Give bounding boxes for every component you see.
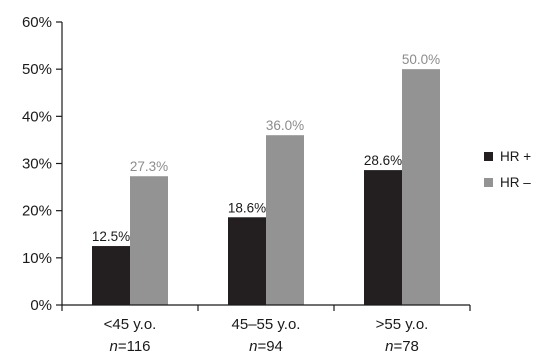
y-tick-label: 0% [30,297,52,314]
bar-hr-neg-0 [130,176,168,305]
data-label: 27.3% [130,159,168,174]
y-tick-label: 40% [22,108,52,125]
x-category-n-label: n=116 [109,338,150,355]
x-category-n-label: n=78 [385,338,419,355]
y-tick-label: 60% [22,14,52,31]
bar-hr-neg-2 [402,69,440,306]
x-axis: <45 y.o. n=116 45–55 y.o. n=94 >55 y.o. n=78 [61,304,471,355]
y-tick-label: 50% [22,61,52,78]
legend-label: HR + [500,149,531,164]
y-tick-label: 30% [22,156,52,173]
data-label: 36.0% [266,118,304,133]
data-label: 50.0% [402,52,440,67]
y-tick-label: 20% [22,203,52,220]
x-category-label: 45–55 y.o. [232,316,301,333]
x-category-n-label: n=94 [249,338,283,355]
data-label: 18.6% [228,200,266,215]
bar-hr-pos-1 [228,217,266,305]
bar-hr-pos-2 [364,170,402,305]
bars: 12.5% 27.3% 18.6% 36.0% 28.6% 50.0% [92,52,440,306]
bar-hr-neg-1 [266,135,304,305]
bar-hr-pos-0 [92,246,130,305]
legend: HR + HR – [484,149,531,190]
x-category-label: <45 y.o. [104,316,157,333]
legend-swatch [484,178,493,187]
data-label: 12.5% [92,229,130,244]
legend-swatch [484,152,493,161]
x-category-label: >55 y.o. [376,316,429,333]
y-tick-label: 10% [22,250,52,267]
legend-label: HR – [500,175,531,190]
y-axis: 0% 10% 20% 30% 40% 50% 60% [22,14,63,314]
data-label: 28.6% [364,153,402,168]
